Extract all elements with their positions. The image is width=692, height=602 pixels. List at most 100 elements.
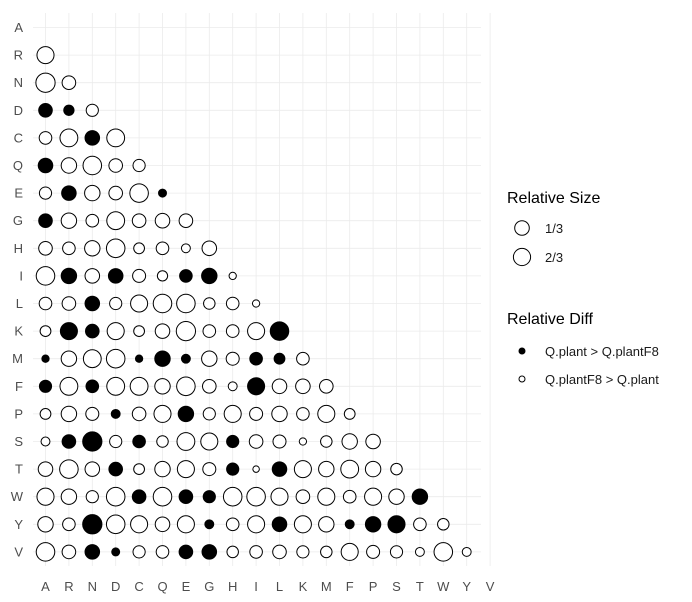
x-tick-label: H <box>228 579 237 594</box>
x-tick-label: E <box>182 579 191 594</box>
y-tick-label: I <box>19 268 23 283</box>
bubble-point <box>62 517 76 532</box>
bubble-point <box>389 545 404 559</box>
bubble-point <box>85 379 100 394</box>
bubble-point <box>85 103 99 117</box>
bubble-point <box>60 405 78 423</box>
bubble-point <box>413 517 427 532</box>
bubble-point <box>296 545 310 559</box>
bubble-point <box>153 404 172 423</box>
bubble-point <box>433 542 454 562</box>
bubble-point <box>105 514 126 535</box>
bubble-point <box>38 241 53 256</box>
bubble-point <box>84 544 101 560</box>
x-tick-label: D <box>111 579 120 594</box>
bubble-point <box>318 516 335 533</box>
bubble-point <box>226 545 239 559</box>
bubble-point <box>154 460 171 478</box>
bubble-point <box>41 354 50 363</box>
bubble-point <box>60 350 78 367</box>
y-tick-label: V <box>14 544 23 559</box>
x-tick-label: F <box>346 579 354 594</box>
bubble-point <box>176 432 196 451</box>
bubble-point <box>40 436 51 447</box>
bubble-point <box>154 378 171 395</box>
bubble-point <box>152 486 173 507</box>
bubble-point <box>273 352 286 365</box>
bubble-point <box>63 104 75 116</box>
bubble-point <box>61 185 77 201</box>
bubble-point <box>105 486 126 507</box>
bubble-point <box>36 487 55 506</box>
bubble-point <box>155 241 170 256</box>
x-tick-label: A <box>41 579 50 594</box>
bubble-point <box>37 516 54 533</box>
bubble-point <box>85 406 100 421</box>
x-tick-label: M <box>321 579 332 594</box>
bubble-point <box>366 544 381 559</box>
bubble-point <box>225 324 240 338</box>
bubble-point <box>129 376 149 396</box>
bubble-point <box>37 461 54 477</box>
bubble-point <box>59 376 79 396</box>
bubble-point <box>201 544 218 560</box>
bubble-point <box>131 406 147 422</box>
bubble-point <box>271 461 288 477</box>
bubble-point <box>82 155 103 176</box>
bubble-point <box>247 515 266 534</box>
bubble-point <box>318 460 335 478</box>
bubble-point <box>248 434 264 449</box>
bubble-point <box>201 350 218 367</box>
legend-diff-label-positive: Q.plant > Q.plantF8 <box>545 344 659 359</box>
bubble-point <box>202 379 217 394</box>
bubble-point <box>38 213 53 228</box>
bubble-point <box>317 404 336 423</box>
bubble-point <box>85 213 100 228</box>
x-tick-label: C <box>134 579 143 594</box>
y-tick-label: D <box>14 103 23 118</box>
bubble-point <box>176 515 195 534</box>
bubble-point <box>317 487 336 506</box>
bubble-point <box>84 295 101 312</box>
bubble-point <box>131 213 147 228</box>
y-tick-label: Q <box>13 158 23 173</box>
bubble-point <box>156 435 169 448</box>
bubble-point <box>344 519 355 530</box>
y-tick-label: R <box>14 48 23 63</box>
bubble-point <box>39 408 52 420</box>
bubble-point <box>82 431 103 452</box>
bubble-point <box>84 184 101 202</box>
bubble-point <box>271 378 288 395</box>
bubble-point <box>134 354 144 363</box>
bubble-point <box>364 460 382 478</box>
x-tick-label: T <box>416 579 424 594</box>
bubble-point <box>60 157 78 174</box>
bubble-point <box>364 487 383 506</box>
legend-diff-label-negative: Q.plantF8 > Q.plant <box>545 372 659 387</box>
y-tick-label: T <box>15 462 23 477</box>
bubble-point <box>85 490 99 504</box>
bubble-point <box>132 545 146 559</box>
bubble-point <box>59 128 79 148</box>
bubble-point <box>201 267 218 285</box>
bubble-point <box>177 405 195 423</box>
x-tick-label: V <box>486 579 495 594</box>
bubble-point <box>225 517 240 532</box>
y-tick-label: Y <box>14 517 23 532</box>
bubble-point <box>437 518 450 531</box>
x-tick-label: L <box>276 579 283 594</box>
bubble-point <box>133 325 145 337</box>
bubble-point <box>154 516 171 533</box>
bubble-point <box>341 433 358 450</box>
bubble-point <box>340 542 359 561</box>
bubble-point <box>387 515 406 534</box>
bubble-point <box>343 408 356 420</box>
bubble-point <box>84 268 101 284</box>
bubble-point <box>154 323 171 339</box>
bubble-point <box>203 297 216 310</box>
bubble-point <box>132 158 146 173</box>
bubble-point <box>108 461 123 477</box>
bubble-point <box>106 322 125 341</box>
